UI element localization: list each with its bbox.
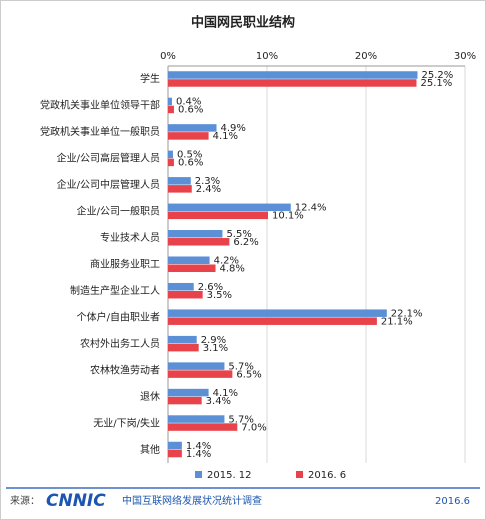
x-tick-label: 0% bbox=[160, 51, 176, 62]
value-label: 4.9% bbox=[221, 123, 246, 134]
value-label: 2.6% bbox=[198, 282, 223, 293]
bar bbox=[168, 124, 217, 132]
value-label: 0.6% bbox=[178, 158, 203, 169]
x-tick-label: 20% bbox=[355, 51, 377, 62]
value-label: 21.1% bbox=[381, 316, 413, 327]
value-label: 1.4% bbox=[186, 441, 211, 452]
value-label: 1.4% bbox=[186, 449, 211, 460]
value-label: 2.3% bbox=[195, 176, 220, 187]
y-tick-label: 专业技术人员 bbox=[100, 231, 160, 244]
value-label: 5.7% bbox=[228, 414, 253, 425]
y-tick-label: 农林牧渔劳动者 bbox=[90, 363, 160, 376]
y-tick-label: 个体户/自由职业者 bbox=[77, 310, 160, 323]
bar bbox=[168, 264, 216, 272]
bar bbox=[168, 423, 238, 431]
bar bbox=[168, 238, 230, 246]
footer-source: 来源： bbox=[10, 494, 40, 507]
bar bbox=[168, 388, 209, 397]
y-tick-label: 党政机关事业单位领导干部 bbox=[40, 99, 160, 112]
bar bbox=[168, 71, 418, 79]
value-label: 10.1% bbox=[272, 211, 304, 222]
y-tick-label: 制造生产型企业工人 bbox=[70, 284, 160, 297]
bar bbox=[168, 396, 202, 405]
bar bbox=[168, 362, 225, 370]
value-label: 25.2% bbox=[421, 70, 453, 81]
value-label: 3.4% bbox=[206, 396, 231, 407]
bar bbox=[168, 177, 191, 185]
bar bbox=[168, 370, 233, 378]
y-tick-label: 党政机关事业单位一般职员 bbox=[40, 125, 160, 138]
value-label: 4.2% bbox=[214, 256, 239, 267]
bar bbox=[168, 256, 210, 264]
value-label: 5.7% bbox=[228, 361, 253, 372]
legend-swatch bbox=[195, 471, 202, 478]
footer-date: 2016.6 bbox=[435, 496, 470, 507]
value-label: 6.5% bbox=[236, 369, 261, 380]
footer-logo: CNNIC bbox=[46, 491, 106, 511]
bar bbox=[168, 335, 197, 344]
bar bbox=[168, 150, 173, 159]
bar bbox=[168, 343, 199, 352]
y-tick-label: 企业/公司中层管理人员 bbox=[57, 178, 160, 191]
value-label: 22.1% bbox=[391, 308, 423, 319]
chart-title: 中国网民职业结构 bbox=[191, 15, 295, 31]
value-label: 12.4% bbox=[295, 203, 327, 214]
value-label: 4.1% bbox=[213, 388, 238, 399]
footer-survey: 中国互联网络发展状况统计调查 bbox=[122, 494, 262, 507]
value-label: 4.8% bbox=[220, 264, 245, 275]
bar bbox=[168, 211, 268, 220]
y-tick-label: 企业/公司一般职员 bbox=[77, 205, 160, 218]
y-tick-label: 农村外出务工人员 bbox=[80, 337, 160, 350]
value-label: 3.1% bbox=[203, 343, 228, 354]
bar bbox=[168, 105, 174, 114]
y-tick-label: 商业服务业职工 bbox=[90, 258, 160, 271]
value-label: 25.1% bbox=[420, 78, 452, 89]
value-label: 6.2% bbox=[233, 237, 258, 248]
value-label: 5.5% bbox=[226, 229, 251, 240]
y-tick-label: 学生 bbox=[140, 72, 160, 85]
value-label: 0.4% bbox=[176, 97, 201, 108]
value-label: 4.1% bbox=[213, 131, 238, 142]
value-label: 2.4% bbox=[196, 184, 221, 195]
bar bbox=[168, 79, 417, 87]
bar bbox=[168, 415, 225, 423]
bar bbox=[168, 230, 223, 238]
value-label: 0.5% bbox=[177, 150, 202, 161]
bar bbox=[168, 203, 291, 212]
legend-swatch bbox=[296, 471, 303, 478]
value-label: 0.6% bbox=[178, 105, 203, 116]
x-tick-label: 10% bbox=[256, 51, 278, 62]
bar bbox=[168, 185, 192, 193]
bar bbox=[168, 449, 182, 458]
y-tick-label: 无业/下岗/失业 bbox=[93, 416, 160, 429]
bar bbox=[168, 158, 174, 167]
legend-label: 2015. 12 bbox=[207, 470, 252, 481]
legend-label: 2016. 6 bbox=[308, 470, 346, 481]
x-tick-label: 30% bbox=[454, 51, 476, 62]
value-label: 2.9% bbox=[201, 335, 226, 346]
value-label: 7.0% bbox=[241, 422, 266, 433]
bar bbox=[168, 290, 203, 299]
y-tick-label: 其他 bbox=[140, 443, 160, 456]
bar bbox=[168, 317, 377, 325]
bar bbox=[168, 132, 209, 140]
value-label: 3.5% bbox=[207, 290, 232, 301]
bar bbox=[168, 309, 387, 317]
y-tick-label: 退休 bbox=[140, 391, 160, 403]
bar bbox=[168, 441, 182, 450]
bar bbox=[168, 97, 172, 106]
y-tick-label: 企业/公司高层管理人员 bbox=[57, 152, 160, 165]
bar bbox=[168, 282, 194, 291]
